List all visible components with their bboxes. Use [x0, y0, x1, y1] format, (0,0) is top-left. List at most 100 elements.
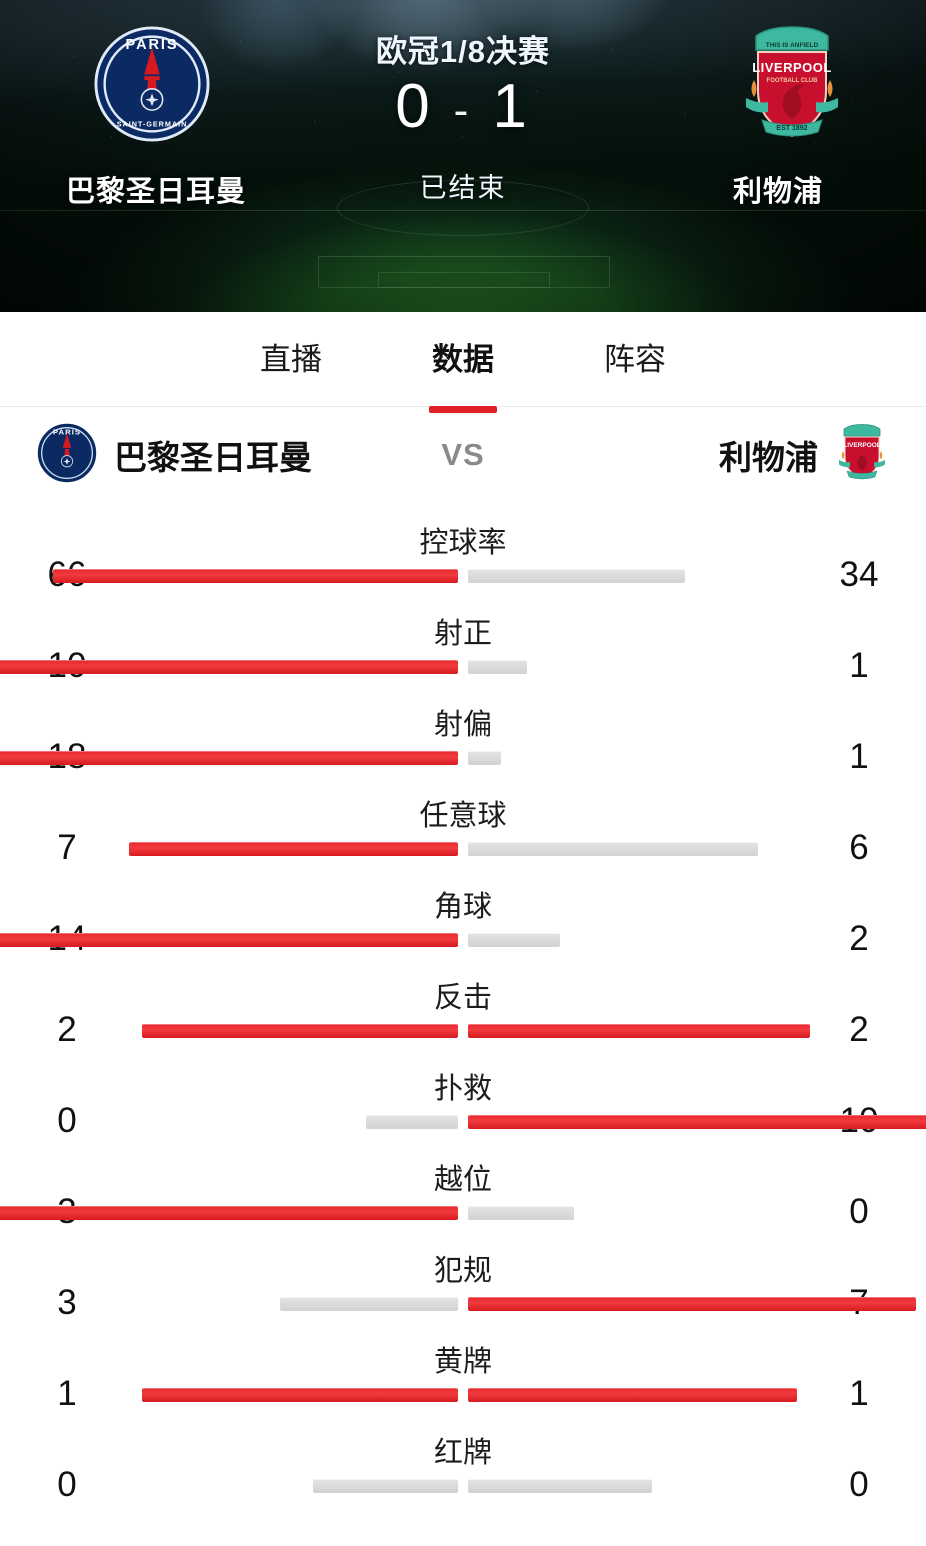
stat-home-value: 1 — [57, 1374, 77, 1413]
stat-label: 控球率 — [419, 527, 507, 559]
svg-text:LIVERPOOL: LIVERPOOL — [843, 442, 881, 449]
stat-away-bar — [468, 1297, 916, 1311]
stat-label: 犯规 — [433, 1255, 492, 1287]
liverpool-crest-icon: THIS IS ANFIELD LIVERPOOL FOOTBALL CLUB … — [736, 22, 848, 151]
svg-text:PARIS: PARIS — [53, 427, 81, 436]
tab-live[interactable]: 直播 — [260, 341, 322, 377]
hero-away-team-name: 利物浦 — [732, 176, 823, 208]
stat-row: 任意球 7 6 — [0, 790, 926, 881]
stat-away-value: 0 — [849, 1192, 869, 1231]
stat-bar-track — [0, 933, 792, 947]
stat-label: 角球 — [433, 891, 492, 923]
match-status: 已结束 — [419, 173, 507, 203]
stats-comparison-list: 控球率6634射正101射偏181任意球76角球142反击22扑救010越位30… — [0, 503, 926, 1518]
competition-title: 欧冠1/8决赛 — [375, 34, 551, 69]
stat-bar-track — [128, 842, 792, 856]
stat-label: 任意球 — [419, 800, 507, 832]
stat-away-bar — [468, 842, 758, 856]
stat-label: 黄牌 — [433, 1346, 492, 1378]
stat-label: 越位 — [433, 1164, 492, 1196]
stat-home-bar — [365, 1115, 458, 1129]
stat-away-bar — [468, 1388, 798, 1402]
stat-home-bar — [0, 933, 458, 947]
stat-bar-track — [134, 1479, 792, 1493]
stat-away-value: 2 — [849, 919, 869, 958]
stat-away-value: 6 — [849, 828, 869, 867]
stat-home-bar — [53, 569, 458, 583]
svg-text:FOOTBALL CLUB: FOOTBALL CLUB — [767, 78, 819, 84]
score-separator: - — [453, 85, 473, 135]
stat-away-bar — [468, 1024, 811, 1038]
stat-away-bar — [468, 1206, 574, 1220]
stat-label: 红牌 — [433, 1437, 492, 1469]
stat-home-bar — [280, 1297, 458, 1311]
scoreline: 0-1 — [0, 76, 926, 138]
matchup-home-team-name: 巴黎圣日耳曼 — [114, 439, 312, 476]
matchup-away-team-name: 利物浦 — [719, 439, 818, 476]
stat-away-bar — [468, 1479, 653, 1493]
stat-home-value: 0 — [57, 1101, 77, 1140]
stat-row: 反击 2 2 — [0, 972, 926, 1063]
stat-away-bar — [468, 933, 561, 947]
stat-home-bar — [141, 1024, 458, 1038]
home-score: 0 — [395, 72, 434, 141]
stat-away-bar — [468, 751, 502, 765]
stat-bar-track — [53, 569, 792, 583]
stat-away-value: 0 — [849, 1465, 869, 1504]
svg-text:THIS IS ANFIELD: THIS IS ANFIELD — [766, 42, 819, 49]
svg-text:PARIS: PARIS — [126, 37, 179, 53]
svg-text:LIVERPOOL: LIVERPOOL — [752, 60, 832, 75]
liverpool-crest-icon: LIVERPOOL — [834, 422, 890, 489]
matchup-away-side: 利物浦 LIVERPOOL — [523, 422, 890, 489]
stat-away-bar — [468, 569, 686, 583]
stat-label: 反击 — [433, 982, 492, 1014]
stat-home-value: 7 — [57, 828, 77, 867]
stat-away-value: 1 — [849, 1374, 869, 1413]
stat-away-value: 2 — [849, 1010, 869, 1049]
stat-row: 犯规37 — [0, 1245, 926, 1336]
stat-away-value: 1 — [849, 737, 869, 776]
stat-row: 角球142 — [0, 881, 926, 972]
stat-home-value: 3 — [57, 1283, 77, 1322]
svg-text:EST 1892: EST 1892 — [776, 125, 807, 132]
hero-home-team-name: 巴黎圣日耳曼 — [65, 176, 246, 208]
stat-home-value: 0 — [57, 1465, 77, 1504]
stat-bar-track — [134, 1115, 926, 1129]
stat-row: 射偏181 — [0, 699, 926, 790]
stat-row: 越位30 — [0, 1154, 926, 1245]
svg-text:SAINT-GERMAIN: SAINT-GERMAIN — [117, 120, 188, 129]
stat-row: 射正101 — [0, 608, 926, 699]
stat-row: 扑救010 — [0, 1063, 926, 1154]
stat-bar-track — [134, 1297, 916, 1311]
stat-home-bar — [0, 660, 458, 674]
tab-data[interactable]: 数据 — [432, 334, 494, 385]
stat-home-bar — [0, 1206, 458, 1220]
stat-bar-track — [134, 1388, 798, 1402]
stat-bar-track — [0, 660, 792, 674]
stat-home-value: 2 — [57, 1010, 77, 1049]
stat-away-value: 1 — [849, 646, 869, 685]
stat-row: 控球率6634 — [0, 517, 926, 608]
tab-lineup[interactable]: 阵容 — [604, 341, 666, 377]
match-hero-banner: PARIS SAINT-GERMAIN THIS IS ANFIELD LIVE… — [0, 0, 926, 312]
stat-away-value: 34 — [839, 555, 879, 594]
stat-home-bar — [313, 1479, 458, 1493]
stat-label: 射偏 — [433, 709, 492, 741]
psg-crest-icon: PARIS SAINT-GERMAIN — [94, 26, 210, 147]
matchup-home-side: PARIS 巴黎圣日耳曼 — [36, 421, 403, 489]
stat-label: 射正 — [433, 618, 492, 650]
stat-row: 红牌 0 0 — [0, 1427, 926, 1518]
away-score: 1 — [492, 72, 531, 141]
stat-away-bar — [468, 660, 528, 674]
psg-crest-icon: PARIS — [36, 421, 98, 489]
tab-bar: 直播 数据 阵容 — [0, 312, 926, 407]
stat-bar-track — [134, 1024, 811, 1038]
stat-row: 黄牌 1 1 — [0, 1336, 926, 1427]
matchup-header: PARIS 巴黎圣日耳曼 VS 利物浦 LIVERPOOL — [0, 407, 926, 503]
vs-label: VS — [441, 437, 485, 472]
stat-bar-track — [0, 751, 792, 765]
stat-bar-track — [0, 1206, 792, 1220]
stat-home-bar — [0, 751, 458, 765]
stat-away-bar — [468, 1115, 926, 1129]
stat-home-bar — [128, 842, 458, 856]
